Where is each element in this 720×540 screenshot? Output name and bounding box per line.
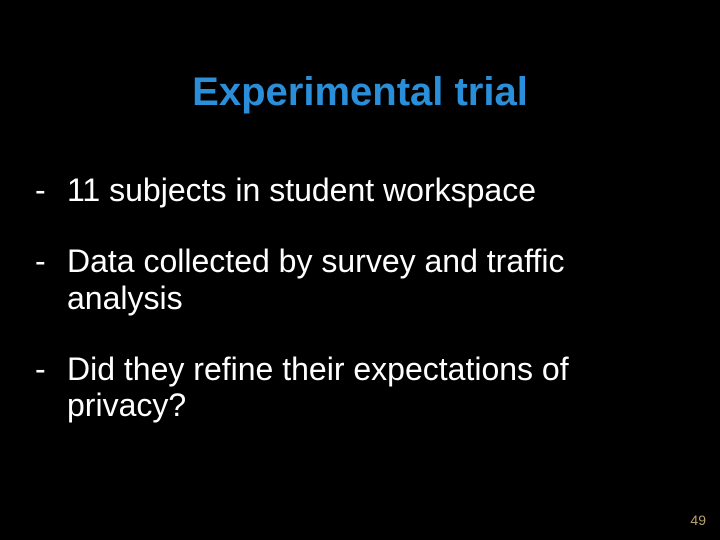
slide-title: Experimental trial — [0, 0, 720, 114]
bullet-dash: - — [35, 172, 67, 209]
bullet-text: Data collected by survey and traffic ana… — [67, 243, 685, 317]
slide: Experimental trial - 11 subjects in stud… — [0, 0, 720, 540]
bullet-dash: - — [35, 351, 67, 388]
bullet-dash: - — [35, 243, 67, 280]
list-item: - 11 subjects in student workspace — [35, 172, 685, 209]
list-item: - Did they refine their expectations of … — [35, 351, 685, 425]
bullet-text: 11 subjects in student workspace — [67, 172, 536, 209]
bullet-text: Did they refine their expectations of pr… — [67, 351, 685, 425]
list-item: - Data collected by survey and traffic a… — [35, 243, 685, 317]
page-number: 49 — [690, 512, 706, 528]
bullet-list: - 11 subjects in student workspace - Dat… — [0, 172, 720, 424]
